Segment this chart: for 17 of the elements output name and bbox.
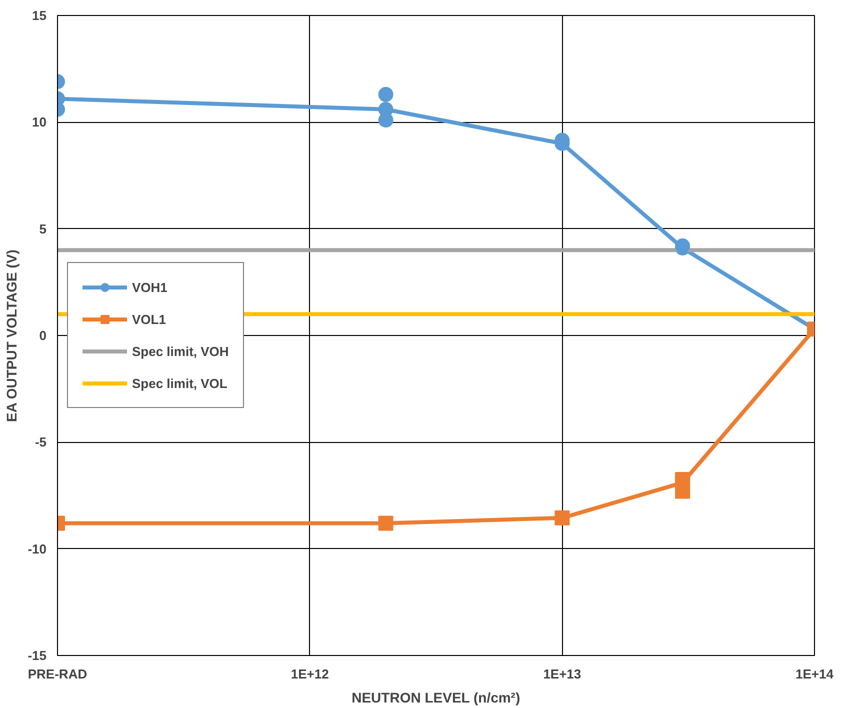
legend-label: VOH1 bbox=[132, 280, 168, 294]
x-tick-label: 1E+13 bbox=[543, 666, 582, 682]
y-tick-label: -10 bbox=[28, 541, 47, 556]
x-axis-title: NEUTRON LEVEL (n/cm²) bbox=[352, 690, 520, 706]
y-tick-label: 0 bbox=[39, 328, 47, 343]
legend-label: VOL1 bbox=[132, 312, 166, 326]
y-tick-label: 5 bbox=[39, 221, 47, 236]
legend-label: Spec limit, VOL bbox=[132, 376, 228, 390]
y-axis-title: EA OUTPUT VOLTAGE (V) bbox=[4, 250, 20, 422]
x-tick-label: 1E+14 bbox=[796, 666, 834, 682]
legend-label: Spec limit, VOH bbox=[132, 344, 229, 358]
x-tick-label: PRE-RAD bbox=[28, 666, 88, 682]
y-tick-label: 15 bbox=[32, 8, 47, 23]
y-tick-label: -15 bbox=[28, 648, 47, 663]
y-tick-label: 10 bbox=[32, 114, 47, 130]
x-tick-label: 1E+12 bbox=[290, 666, 329, 682]
y-tick-label: -5 bbox=[34, 434, 47, 450]
